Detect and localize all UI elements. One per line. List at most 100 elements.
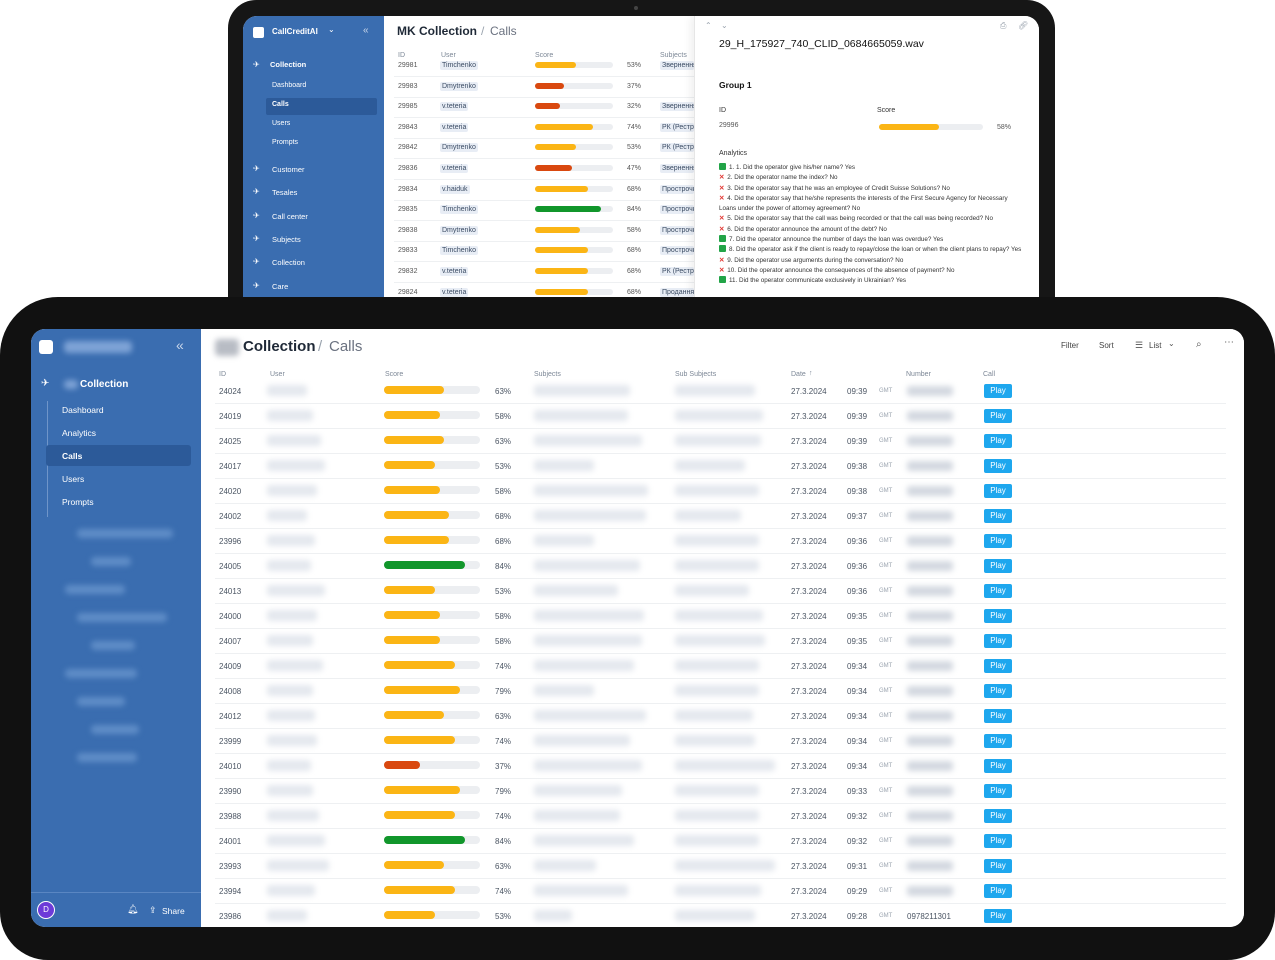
row-user-redacted[interactable] (267, 785, 313, 796)
row-user-redacted[interactable] (267, 585, 325, 596)
row-subject-redacted[interactable] (534, 660, 634, 671)
row-subsubject-redacted[interactable] (675, 910, 755, 921)
row-user-redacted[interactable] (267, 835, 325, 846)
row-subject-redacted[interactable] (534, 610, 644, 621)
row-subject[interactable]: Продання (660, 287, 694, 297)
row-subsubject-redacted[interactable] (675, 860, 775, 871)
row-user[interactable]: Timchenko (440, 61, 478, 70)
play-button[interactable]: Play (984, 509, 1012, 523)
play-button[interactable]: Play (984, 809, 1012, 823)
play-button[interactable]: Play (984, 709, 1012, 723)
row-subject-redacted[interactable] (534, 585, 618, 596)
row-subsubject-redacted[interactable] (675, 660, 759, 671)
row-subject-redacted[interactable] (534, 385, 630, 396)
blurred-nav-item[interactable] (77, 697, 125, 706)
row-user-redacted[interactable] (267, 660, 323, 671)
row-subject-redacted[interactable] (534, 835, 634, 846)
row-subject[interactable]: РК (Реструкт (660, 267, 694, 276)
row-subject[interactable]: Прострочка (660, 225, 694, 235)
row-user[interactable]: Timchenko (440, 205, 478, 215)
nav-group-subjects[interactable]: Subjects (272, 234, 301, 244)
row-subject[interactable]: РК (Реструкт (660, 122, 694, 132)
bell-icon[interactable]: 🔔︎ (127, 904, 139, 914)
row-user-redacted[interactable] (267, 910, 307, 921)
row-user-redacted[interactable] (267, 860, 329, 871)
row-user[interactable]: Dmytrenko (440, 143, 478, 153)
row-subject-redacted[interactable] (534, 560, 640, 571)
blurred-nav-item[interactable] (77, 529, 173, 538)
row-subsubject-redacted[interactable] (675, 385, 755, 396)
play-button[interactable]: Play (984, 784, 1012, 798)
row-user-redacted[interactable] (267, 810, 319, 821)
row-subject-redacted[interactable] (534, 460, 594, 471)
chevron-down-icon[interactable]: ⌄ (1168, 339, 1175, 348)
row-subsubject-redacted[interactable] (675, 785, 759, 796)
row-subsubject-redacted[interactable] (675, 435, 761, 446)
row-subsubject-redacted[interactable] (675, 610, 763, 621)
row-user[interactable]: v.teteria (440, 102, 469, 112)
row-subject-redacted[interactable] (534, 485, 648, 496)
row-user[interactable]: Dmytrenko (440, 81, 478, 91)
row-user[interactable]: v.teteria (440, 267, 469, 276)
row-user-redacted[interactable] (267, 710, 315, 721)
row-subject-redacted[interactable] (534, 785, 622, 796)
row-subsubject-redacted[interactable] (675, 810, 759, 821)
arrow-up-icon[interactable]: ↑ (809, 370, 813, 377)
play-button[interactable]: Play (984, 759, 1012, 773)
brand-name[interactable]: CallCreditAI (272, 27, 318, 36)
blurred-nav-item[interactable] (65, 669, 137, 678)
share-icon[interactable]: ⇪ (149, 905, 157, 915)
row-subject[interactable]: Звернення (660, 164, 694, 173)
nav-item-calls[interactable]: Calls (62, 451, 83, 461)
row-user[interactable]: v.haiduk (440, 184, 470, 194)
row-subject-redacted[interactable] (534, 810, 620, 821)
row-user-redacted[interactable] (267, 385, 307, 396)
row-user-redacted[interactable] (267, 885, 315, 896)
row-subsubject-redacted[interactable] (675, 560, 759, 571)
row-user-redacted[interactable] (267, 535, 315, 546)
nav-group-customer[interactable]: Customer (272, 165, 305, 174)
play-button[interactable]: Play (984, 834, 1012, 848)
row-subject-redacted[interactable] (534, 885, 628, 896)
blurred-nav-item[interactable] (91, 557, 131, 566)
row-subject-redacted[interactable] (534, 435, 642, 446)
row-subsubject-redacted[interactable] (675, 535, 759, 546)
row-subject-redacted[interactable] (534, 510, 646, 521)
play-button[interactable]: Play (984, 409, 1012, 423)
row-user-redacted[interactable] (267, 485, 317, 496)
row-subject[interactable]: Звернення (660, 102, 694, 112)
workspace-name-redacted[interactable] (64, 341, 132, 353)
row-user[interactable]: v.teteria (440, 164, 469, 173)
blurred-nav-item[interactable] (91, 641, 135, 650)
blurred-nav-item[interactable] (65, 585, 125, 594)
row-user-redacted[interactable] (267, 610, 317, 621)
nav-item-prompts[interactable]: Prompts (272, 139, 299, 146)
row-subject-redacted[interactable] (534, 860, 596, 871)
nav-section-collection[interactable]: Collection (270, 60, 307, 69)
nav-item-analytics[interactable]: Analytics (62, 428, 97, 438)
row-subject-redacted[interactable] (534, 760, 642, 771)
row-user-redacted[interactable] (267, 735, 317, 746)
play-button[interactable]: Play (984, 859, 1012, 873)
row-subject-redacted[interactable] (534, 535, 594, 546)
chevron-down-icon[interactable]: ⌄ (721, 21, 728, 30)
play-button[interactable]: Play (984, 909, 1012, 923)
row-subsubject-redacted[interactable] (675, 710, 753, 721)
row-subsubject-redacted[interactable] (675, 510, 741, 521)
play-button[interactable]: Play (984, 459, 1012, 473)
nav-group-tesales[interactable]: Tesales (272, 188, 298, 198)
nav-item-users[interactable]: Users (272, 120, 291, 127)
nav-section-collection[interactable]: Collection (80, 379, 129, 390)
row-user-redacted[interactable] (267, 460, 325, 471)
row-user[interactable]: Timchenko (440, 246, 478, 256)
more-icon[interactable]: ⋯ (1224, 337, 1234, 348)
list-view-button[interactable]: List (1149, 341, 1162, 350)
row-user-redacted[interactable] (267, 510, 307, 521)
nav-group-collection[interactable]: Collection (272, 258, 305, 268)
collapse-sidebar-button[interactable]: « (363, 25, 369, 36)
row-subject-redacted[interactable] (534, 685, 594, 696)
col-date[interactable]: Date (791, 371, 806, 378)
search-icon[interactable]: ⌕ (1196, 339, 1202, 350)
nav-item-dashboard[interactable]: Dashboard (272, 82, 307, 89)
row-subject[interactable]: Прострочка (660, 184, 694, 194)
